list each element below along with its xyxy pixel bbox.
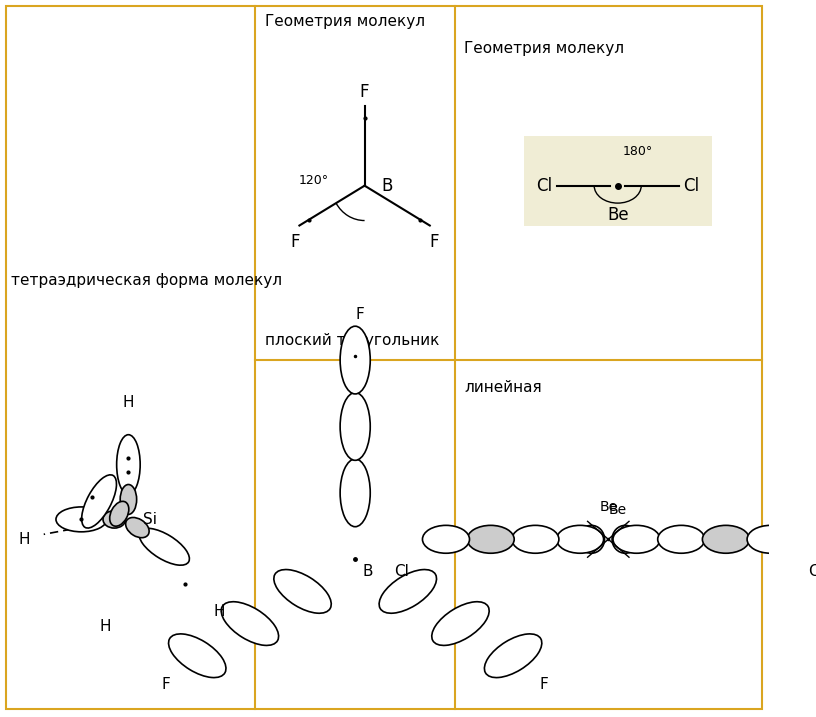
Text: Геометрия молекул: Геометрия молекул: [464, 42, 624, 56]
Ellipse shape: [467, 526, 514, 554]
Text: линейная: линейная: [464, 380, 542, 395]
Ellipse shape: [485, 634, 542, 678]
Text: F: F: [356, 307, 364, 322]
Text: H: H: [99, 619, 111, 634]
Text: H: H: [213, 604, 224, 619]
Ellipse shape: [579, 526, 605, 554]
Ellipse shape: [221, 602, 278, 645]
Text: Be: Be: [609, 503, 627, 518]
Ellipse shape: [109, 501, 129, 526]
Ellipse shape: [379, 569, 437, 613]
Text: Si: Si: [143, 512, 157, 527]
Ellipse shape: [340, 393, 370, 460]
Ellipse shape: [103, 511, 126, 528]
Text: B: B: [382, 176, 393, 195]
Text: Cl: Cl: [536, 176, 552, 195]
Text: B: B: [362, 564, 373, 579]
Ellipse shape: [432, 602, 489, 645]
Text: 120°: 120°: [299, 174, 329, 187]
Ellipse shape: [126, 518, 149, 538]
Text: 180°: 180°: [623, 145, 653, 158]
Ellipse shape: [169, 634, 226, 678]
Ellipse shape: [612, 526, 638, 554]
Ellipse shape: [703, 526, 749, 554]
Text: Cl: Cl: [394, 564, 409, 579]
Ellipse shape: [117, 435, 140, 495]
Text: F: F: [290, 234, 299, 252]
Text: H: H: [122, 395, 134, 410]
Ellipse shape: [120, 485, 136, 514]
Ellipse shape: [658, 526, 705, 554]
Ellipse shape: [56, 507, 107, 532]
Ellipse shape: [747, 526, 794, 554]
Ellipse shape: [340, 326, 370, 394]
Text: F: F: [430, 234, 439, 252]
Text: тетраэдрическая форма молекул: тетраэдрическая форма молекул: [11, 272, 282, 288]
Text: Be: Be: [607, 206, 628, 224]
Text: H: H: [18, 532, 29, 547]
Text: Be: Be: [599, 500, 618, 514]
Text: плоский треугольник: плоский треугольник: [265, 333, 439, 348]
Ellipse shape: [423, 526, 469, 554]
Ellipse shape: [613, 526, 660, 554]
Text: Cl: Cl: [808, 564, 816, 579]
Ellipse shape: [512, 526, 559, 554]
Text: F: F: [539, 677, 548, 692]
Text: Cl: Cl: [684, 176, 699, 195]
FancyBboxPatch shape: [524, 136, 712, 226]
Ellipse shape: [139, 528, 189, 565]
Ellipse shape: [340, 459, 370, 527]
Text: Геометрия молекул: Геометрия молекул: [265, 14, 425, 29]
Text: F: F: [162, 677, 171, 692]
Ellipse shape: [557, 526, 604, 554]
Ellipse shape: [274, 569, 331, 613]
Ellipse shape: [82, 475, 117, 528]
Text: F: F: [360, 83, 370, 101]
